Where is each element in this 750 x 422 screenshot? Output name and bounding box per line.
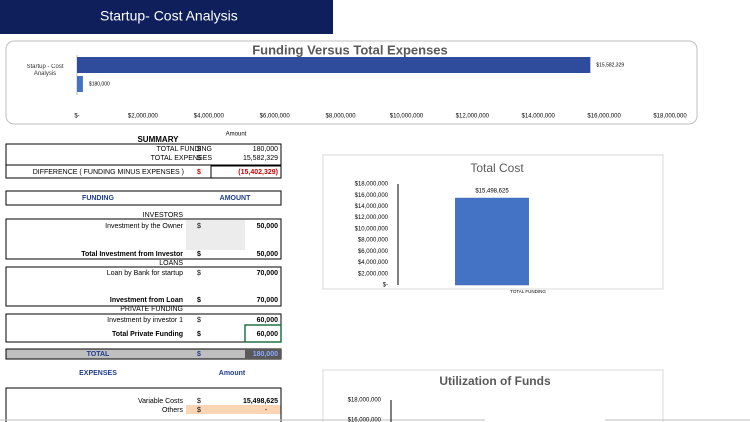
header-bar [0, 0, 333, 34]
column-header: Amount [219, 370, 246, 377]
row-label: Investment from Loan [110, 297, 183, 304]
x-tick-label: $14,000,000 [522, 114, 556, 120]
data-label: $15,582,329 [596, 62, 624, 68]
currency: $ [197, 331, 201, 338]
y-tick-label: $14,000,000 [355, 204, 389, 210]
section-label: INVESTORS [143, 212, 184, 219]
currency: $ [197, 251, 201, 258]
header-title: Startup- Cost Analysis [100, 8, 238, 24]
x-tick-label: $10,000,000 [390, 114, 424, 120]
y-tick-label: $4,000,000 [358, 260, 389, 266]
amount: 60,000 [257, 331, 279, 338]
column-header: EXPENSES [79, 370, 117, 377]
amount: 15,498,625 [243, 398, 278, 405]
y-tick-label: $18,000,000 [355, 182, 389, 188]
chart-frame [322, 369, 664, 422]
section-label: LOANS [159, 260, 183, 267]
total-label: TOTAL [87, 351, 110, 358]
summary-title: SUMMARY [137, 135, 179, 144]
currency: $ [197, 270, 201, 277]
currency: $ [197, 407, 201, 414]
y-tick-label: $6,000,000 [358, 249, 389, 255]
y-tick-label: $12,000,000 [355, 215, 389, 221]
column-header: FUNDING [82, 195, 114, 202]
x-tick-label: $18,000,000 [653, 114, 687, 120]
section-box [5, 387, 282, 422]
total-amount: 180,000 [253, 351, 278, 358]
amount: 70,000 [257, 270, 279, 277]
data-label: $15,498,625 [475, 189, 509, 195]
x-tick-label: $6,000,000 [260, 114, 291, 120]
summary-label: TOTAL EXPENSES [151, 155, 213, 162]
x-tick-label: $2,000,000 [128, 114, 159, 120]
currency: $ [197, 398, 201, 405]
summary-label: DIFFERENCE ( FUNDING MINUS EXPENSES ) [33, 169, 184, 176]
summary-amount: 15,582,329 [243, 155, 278, 162]
y-category-label: Startup - Cost Analysis [26, 64, 64, 77]
row-label: Others [162, 407, 184, 414]
currency: $ [197, 155, 201, 162]
amount: 60,000 [257, 317, 279, 324]
row-label: Loan by Bank for startup [107, 270, 183, 277]
chart-title: Total Cost [470, 161, 524, 175]
currency: $ [197, 317, 201, 324]
bar [77, 57, 591, 73]
table-header [5, 190, 282, 206]
row-label: Investment by the Owner [105, 223, 183, 230]
total-cell [245, 349, 281, 359]
x-tick-label: TOTAL FUNDING [510, 289, 546, 294]
summary-amount: (15,402,329) [238, 169, 278, 176]
x-tick-label: $12,000,000 [456, 114, 490, 120]
bar [77, 76, 83, 92]
data-label: $180,000 [89, 81, 110, 87]
x-tick-label: $- [74, 114, 79, 120]
x-tick-label: $8,000,000 [326, 114, 357, 120]
input-cell [186, 220, 245, 250]
summary-amount: 180,000 [253, 146, 278, 153]
section-box [5, 266, 282, 307]
currency: $ [197, 146, 201, 153]
section-box [5, 218, 282, 260]
amount-header: Amount [226, 132, 247, 138]
y-tick-label: $8,000,000 [358, 238, 389, 244]
bar [455, 197, 529, 286]
currency: $ [197, 223, 201, 230]
summary-label: TOTAL FUNDING [157, 146, 212, 153]
row-label: Total Investment from Investor [81, 251, 183, 258]
category-label-box: Startup - Cost Analysis [26, 64, 64, 77]
summary-box [5, 143, 282, 179]
y-tick-label: $16,000,000 [348, 418, 382, 422]
currency: $ [197, 351, 201, 358]
currency: $ [197, 169, 201, 176]
row-label: Variable Costs [138, 398, 184, 405]
amount: 50,000 [257, 223, 279, 230]
currency: $ [197, 297, 201, 304]
input-cell [186, 405, 281, 414]
chart-title: Utilization of Funds [439, 374, 551, 388]
y-tick-label: $16,000,000 [355, 193, 389, 199]
x-tick-label: $16,000,000 [587, 114, 621, 120]
y-tick-label: $- [383, 283, 388, 289]
chart-title: Funding Versus Total Expenses [252, 42, 448, 57]
amount: 50,000 [257, 251, 279, 258]
amount: 70,000 [257, 297, 279, 304]
row-label: Investment by investor 1 [107, 317, 183, 324]
y-tick-label: $18,000,000 [348, 398, 382, 404]
total-row [5, 348, 282, 360]
cell-border [210, 165, 282, 179]
column-header: AMOUNT [220, 195, 251, 202]
y-tick-label: $2,000,000 [358, 271, 389, 277]
y-tick-label: $10,000,000 [355, 226, 389, 232]
section-label: PRIVATE FUNDING [120, 306, 183, 313]
selected-cell [244, 324, 282, 343]
row-label: Total Private Funding [112, 331, 183, 338]
amount: - [265, 407, 268, 414]
x-tick-label: $4,000,000 [194, 114, 225, 120]
